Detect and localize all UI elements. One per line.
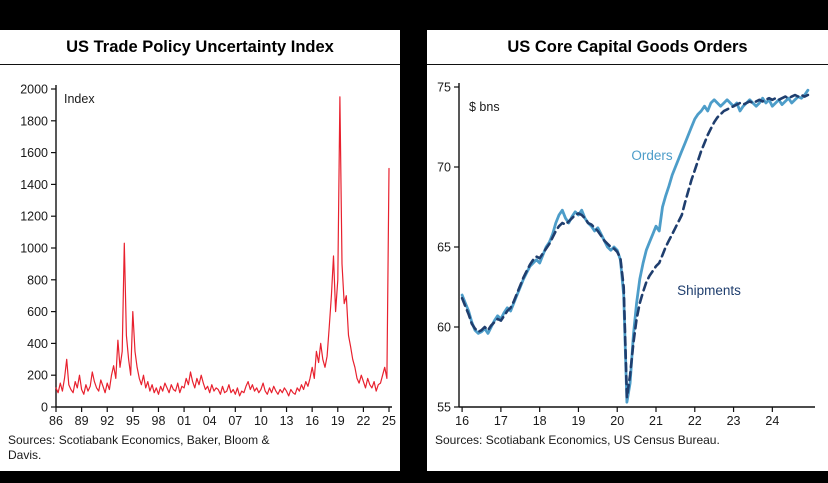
- y-tick-label: 0: [41, 401, 48, 415]
- orders-line: [460, 88, 810, 404]
- left-sources-note: Sources: Scotiabank Economics, Baker, Bl…: [0, 430, 400, 463]
- x-tick-label: 92: [100, 414, 114, 428]
- orders-series-label: Orders: [631, 148, 673, 163]
- x-tick-label: 95: [126, 414, 140, 428]
- x-tick-label: 89: [75, 414, 89, 428]
- x-tick-label: 19: [571, 414, 585, 428]
- y-tick-label: 55: [437, 401, 451, 415]
- x-tick-label: 18: [533, 414, 547, 428]
- x-tick-label: 25: [382, 414, 396, 428]
- y-tick-label: 1800: [20, 114, 48, 128]
- x-tick-label: 07: [228, 414, 242, 428]
- y-tick-label: 65: [437, 241, 451, 255]
- x-tick-label: 04: [203, 414, 217, 428]
- shipments-series-label: Shipments: [677, 283, 741, 298]
- y-tick-label: 75: [437, 81, 451, 95]
- x-tick-label: 10: [254, 414, 268, 428]
- x-tick-label: 86: [49, 414, 63, 428]
- x-tick-label: 17: [494, 414, 508, 428]
- y-tick-label: 200: [27, 369, 48, 383]
- right-sources-note: Sources: Scotiabank Economics, US Census…: [427, 430, 828, 448]
- sources-line: Davis.: [8, 448, 42, 462]
- y-tick-label: 600: [27, 305, 48, 319]
- core-capital-goods-orders-chart-panel: US Core Capital Goods Orders $ bns Order…: [427, 30, 828, 471]
- trade-policy-uncertainty-chart-panel: US Trade Policy Uncertainty Index Index …: [0, 30, 400, 471]
- y-tick-label: 2000: [20, 83, 48, 97]
- right-y-axis-unit-label: $ bns: [469, 100, 500, 114]
- y-tick-label: 800: [27, 273, 48, 287]
- core-capital-goods-orders-chart: $ bns Orders Shipments 55 60 65 70 75 16 17 18 1…: [437, 81, 815, 428]
- shipments-line: [460, 93, 810, 399]
- y-tick-label: 70: [437, 161, 451, 175]
- left-chart-title: US Trade Policy Uncertainty Index: [0, 30, 400, 65]
- y-tick-label: 1600: [20, 146, 48, 160]
- y-tick-label: 400: [27, 337, 48, 351]
- sources-line: Sources: Scotiabank Economics, US Census…: [435, 433, 720, 447]
- y-tick-label: 1200: [20, 210, 48, 224]
- sources-line: Sources: Scotiabank Economics, Baker, Bl…: [8, 433, 270, 447]
- x-tick-label: 22: [356, 414, 370, 428]
- trade-policy-uncertainty-chart: Index 0 200 400 600 800 1000 1200 1400 1600 1800 2…: [20, 83, 396, 429]
- uncertainty-index-line: [55, 96, 390, 397]
- x-tick-label: 22: [688, 414, 702, 428]
- x-tick-label: 19: [331, 414, 345, 428]
- x-tick-label: 20: [610, 414, 624, 428]
- x-tick-label: 01: [177, 414, 191, 428]
- right-chart-title: US Core Capital Goods Orders: [427, 30, 828, 65]
- x-tick-label: 24: [765, 414, 779, 428]
- x-tick-label: 16: [305, 414, 319, 428]
- y-tick-label: 1400: [20, 178, 48, 192]
- x-tick-label: 98: [152, 414, 166, 428]
- x-tick-label: 21: [649, 414, 663, 428]
- y-tick-label: 60: [437, 321, 451, 335]
- y-tick-label: 1000: [20, 242, 48, 256]
- left-y-axis-unit-label: Index: [64, 92, 95, 106]
- x-tick-label: 16: [455, 414, 469, 428]
- x-tick-label: 13: [280, 414, 294, 428]
- x-tick-label: 23: [727, 414, 741, 428]
